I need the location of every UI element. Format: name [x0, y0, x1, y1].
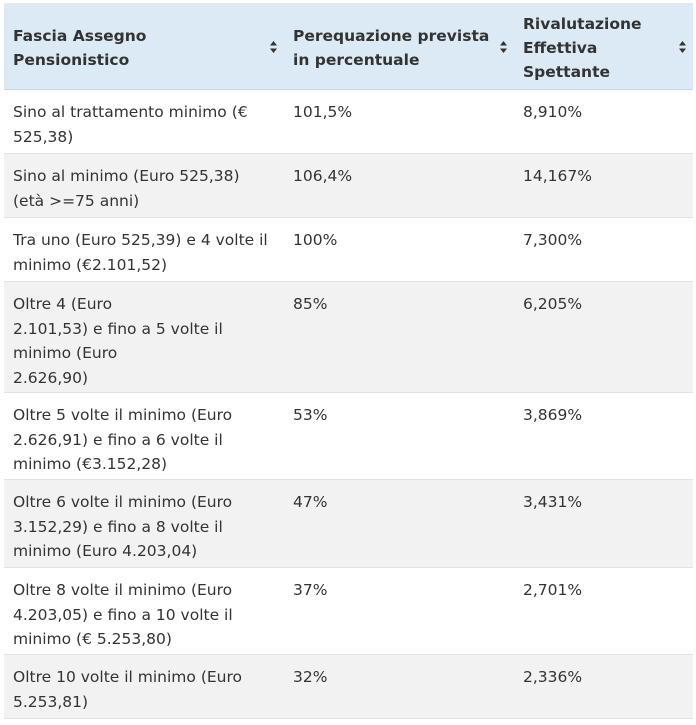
cell-fascia-line: Sino al minimo (Euro 525,38): [13, 167, 240, 185]
column-header-rivalutazione[interactable]: Rivalutazione Effettiva Spettante: [514, 3, 693, 89]
table-body: Sino al trattamento minimo (€ 525,38) 101,…: [4, 90, 693, 719]
column-header-label: Pensionistico: [13, 51, 130, 69]
table-header: Fascia Assegno Pensionistico Perequazion…: [4, 3, 693, 90]
cell-perequazione: 101,5%: [293, 103, 353, 121]
cell-fascia-line: Sino al trattamento minimo (€: [13, 103, 248, 121]
column-header-label: Fascia Assegno: [13, 27, 147, 45]
cell-fascia-line: minimo (€2.101,52): [13, 255, 168, 274]
cell-fascia-line: 2.101,53) e fino a 5 volte il: [13, 319, 223, 338]
column-header-label: Rivalutazione: [523, 15, 642, 33]
sort-up-down-icon[interactable]: [499, 40, 508, 54]
table-row: Oltre 10 volte il minimo (Euro 5.253,81) 3…: [4, 655, 693, 719]
table-row: Tra uno (Euro 525,39) e 4 volte il minimo…: [4, 218, 693, 282]
cell-fascia-line: minimo (€ 5.253,80): [13, 630, 172, 648]
cell-fascia: Oltre 6 volte il minimo (Euro 3.152,29) e…: [4, 480, 284, 567]
column-header-perequazione[interactable]: Perequazione prevista in percentuale: [284, 3, 514, 89]
cell-perequazione: 106,4%: [293, 167, 353, 185]
cell-fascia-line: 4.203,05) e fino a 10 volte il: [13, 605, 233, 624]
cell-fascia-line: Oltre 10 volte il minimo (Euro: [13, 668, 242, 686]
cell-fascia-line: 2.626,91) e fino a 6 volte il: [13, 430, 223, 449]
table-row: Oltre 4 (Euro 2.101,53) e fino a 5 volte …: [4, 282, 693, 393]
sort-up-down-icon[interactable]: [269, 40, 278, 54]
cell-rivalutazione: 2,336%: [523, 668, 583, 686]
cell-rivalutazione: 2,701%: [523, 581, 583, 599]
table-row: Oltre 8 volte il minimo (Euro 4.203,05) e…: [4, 568, 693, 655]
cell-fascia-line: (età >=75 anni): [13, 191, 140, 210]
column-header-label: Effettiva: [523, 39, 598, 57]
cell-rivalutazione: 6,205%: [523, 295, 583, 313]
cell-fascia-line: minimo (Euro 4.203,04): [13, 542, 198, 560]
cell-rivalutazione: 14,167%: [523, 167, 592, 185]
cell-fascia: Sino al trattamento minimo (€ 525,38): [4, 90, 284, 153]
column-header-label: Spettante: [523, 63, 611, 81]
cell-fascia-line: Tra uno (Euro 525,39) e 4 volte il: [13, 231, 268, 249]
sort-up-down-icon[interactable]: [678, 40, 687, 54]
cell-fascia-line: minimo (€3.152,28): [13, 455, 168, 473]
cell-fascia: Sino al minimo (Euro 525,38) (età >=75 an…: [4, 154, 284, 217]
table-row: Oltre 6 volte il minimo (Euro 3.152,29) e…: [4, 480, 693, 568]
cell-fascia-line: Oltre 8 volte il minimo (Euro: [13, 581, 233, 599]
cell-fascia: Oltre 10 volte il minimo (Euro 5.253,81): [4, 655, 284, 718]
cell-perequazione: 85%: [293, 295, 328, 313]
cell-perequazione: 37%: [293, 581, 328, 599]
table-row: Sino al minimo (Euro 525,38) (età >=75 an…: [4, 154, 693, 218]
cell-rivalutazione: 7,300%: [523, 231, 583, 249]
cell-fascia-line: Oltre 5 volte il minimo (Euro: [13, 406, 233, 424]
column-header-fascia[interactable]: Fascia Assegno Pensionistico: [4, 3, 284, 89]
cell-rivalutazione: 3,869%: [523, 406, 583, 424]
cell-fascia-line: 5.253,81): [13, 692, 89, 711]
cell-perequazione: 47%: [293, 493, 328, 511]
cell-fascia: Oltre 8 volte il minimo (Euro 4.203,05) e…: [4, 568, 284, 654]
cell-fascia-line: Oltre 4 (Euro: [13, 295, 113, 313]
cell-fascia-line: 3.152,29) e fino a 8 volte il: [13, 517, 223, 536]
column-header-label: in percentuale: [293, 51, 420, 69]
pension-table: Fascia Assegno Pensionistico Perequazion…: [4, 3, 693, 719]
cell-rivalutazione: 3,431%: [523, 493, 583, 511]
cell-fascia: Oltre 4 (Euro 2.101,53) e fino a 5 volte …: [4, 282, 284, 392]
table-row: Oltre 5 volte il minimo (Euro 2.626,91) e…: [4, 393, 693, 480]
cell-fascia-line: Oltre 6 volte il minimo (Euro: [13, 493, 233, 511]
column-header-label: Perequazione prevista: [293, 27, 490, 45]
cell-fascia-line: 525,38): [13, 127, 74, 146]
cell-fascia-line: minimo (Euro: [13, 344, 118, 362]
cell-rivalutazione: 8,910%: [523, 103, 583, 121]
cell-fascia: Tra uno (Euro 525,39) e 4 volte il minimo…: [4, 218, 284, 281]
cell-fascia-line: 2.626,90): [13, 368, 89, 387]
table-row: Sino al trattamento minimo (€ 525,38) 101,…: [4, 90, 693, 154]
cell-fascia: Oltre 5 volte il minimo (Euro 2.626,91) e…: [4, 393, 284, 479]
cell-perequazione: 53%: [293, 406, 328, 424]
cell-perequazione: 100%: [293, 231, 338, 249]
cell-perequazione: 32%: [293, 668, 328, 686]
